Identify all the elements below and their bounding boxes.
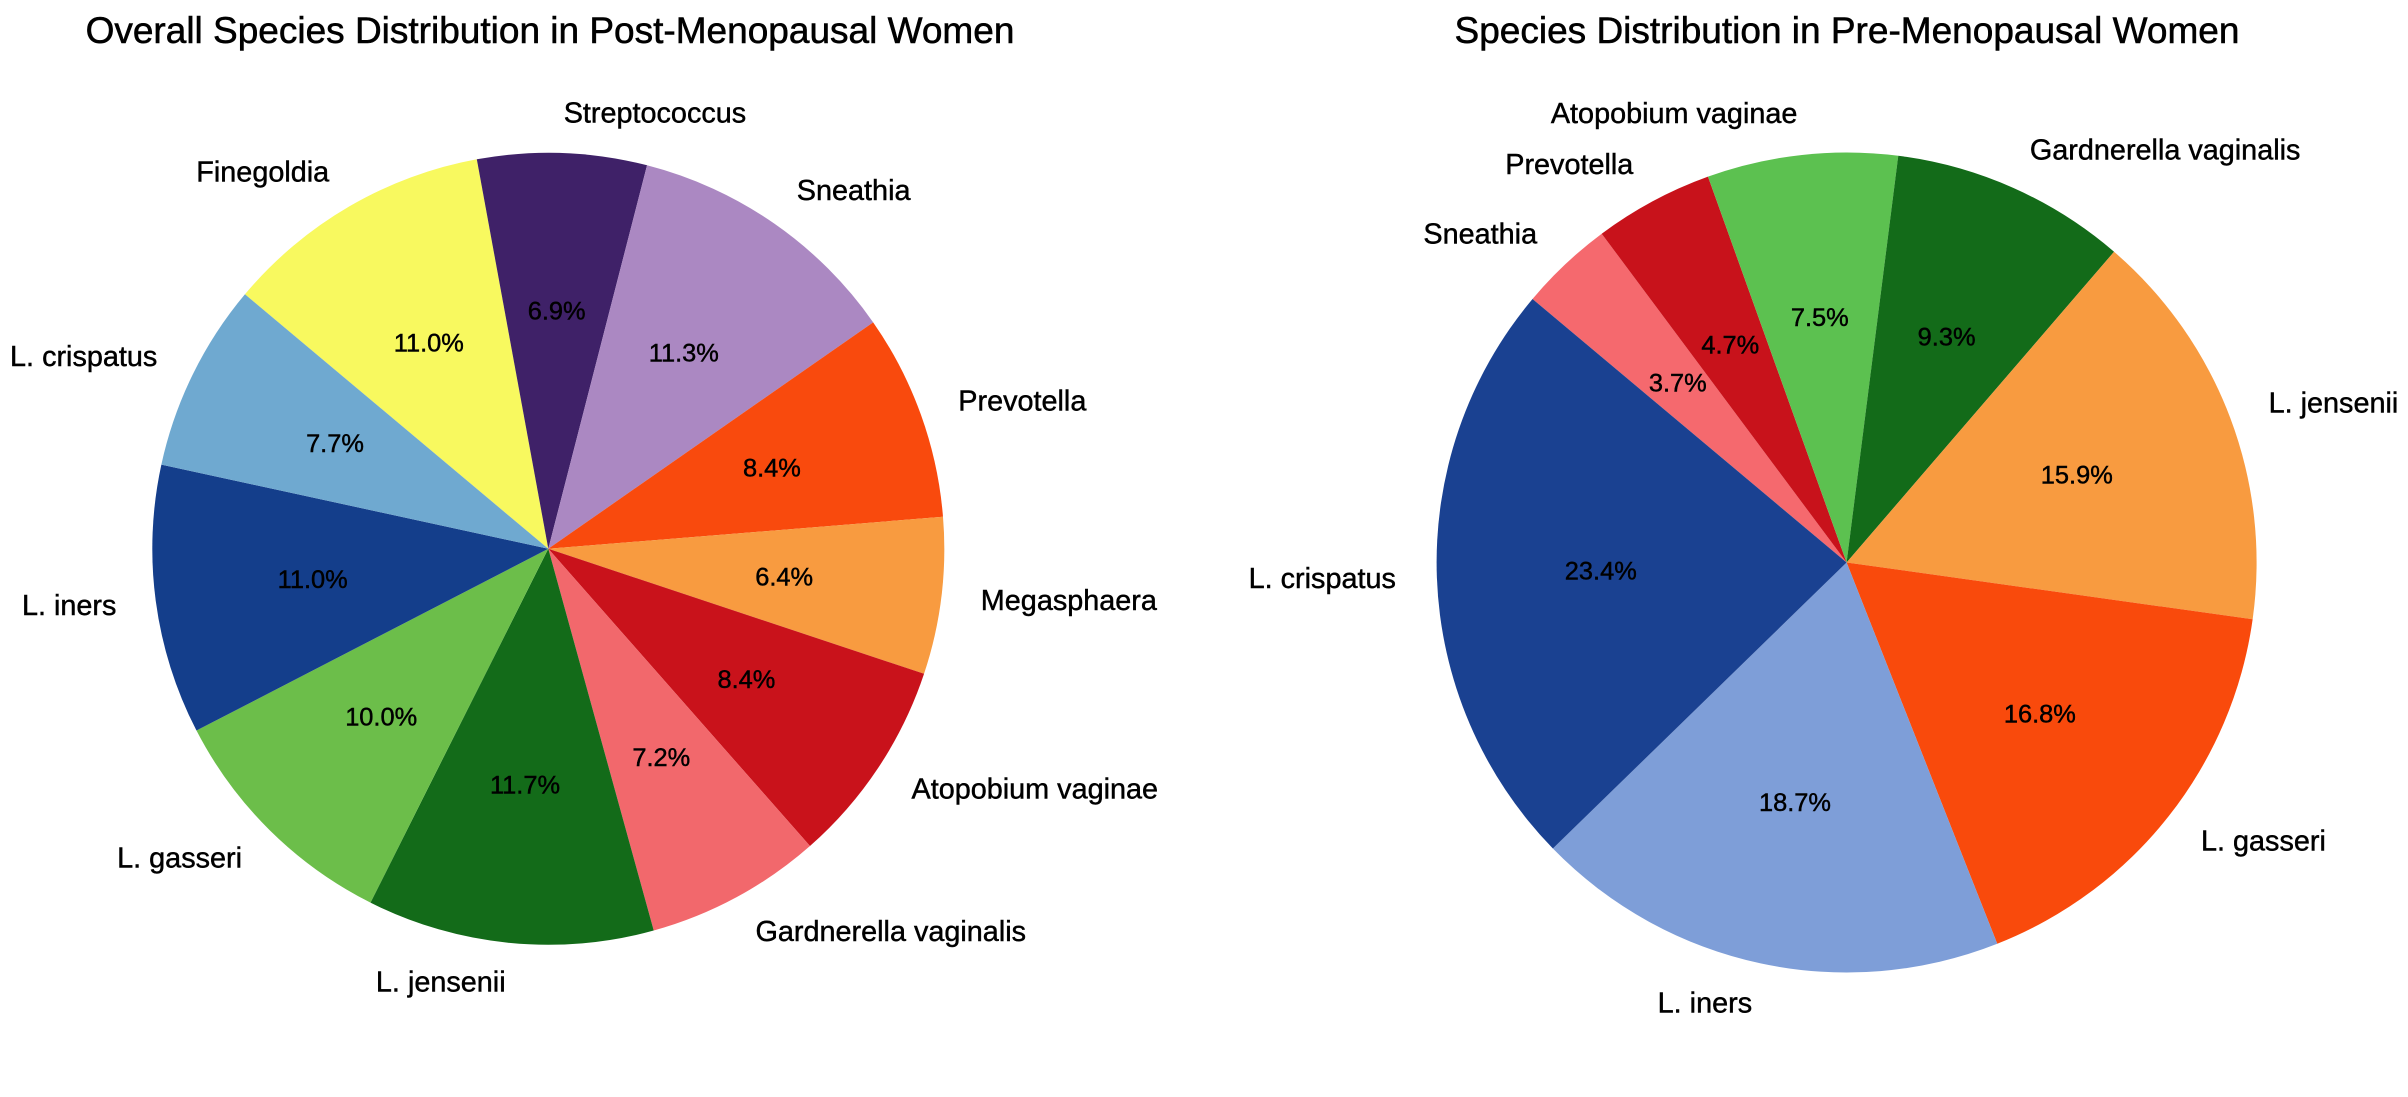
svg-text:Prevotella: Prevotella: [1505, 149, 1634, 181]
svg-text:11.0%: 11.0%: [278, 566, 348, 594]
svg-text:8.4%: 8.4%: [717, 666, 775, 694]
svg-text:4.7%: 4.7%: [1701, 332, 1759, 360]
svg-text:Atopobium vaginae: Atopobium vaginae: [912, 773, 1159, 805]
svg-text:Prevotella: Prevotella: [958, 386, 1087, 418]
svg-text:Finegoldia: Finegoldia: [196, 156, 330, 188]
svg-text:10.0%: 10.0%: [345, 704, 417, 732]
svg-text:Overall Species Distribution i: Overall Species Distribution in Post-Men…: [86, 10, 1015, 51]
svg-text:6.4%: 6.4%: [755, 563, 813, 591]
svg-text:Streptococcus: Streptococcus: [564, 98, 746, 130]
svg-text:11.0%: 11.0%: [394, 329, 464, 357]
svg-text:L. jensenii: L. jensenii: [2269, 387, 2399, 419]
svg-text:8.4%: 8.4%: [743, 455, 801, 483]
svg-text:6.9%: 6.9%: [528, 297, 586, 325]
svg-text:Sneathia: Sneathia: [797, 175, 912, 207]
svg-text:9.3%: 9.3%: [1918, 324, 1976, 352]
svg-text:L. gasseri: L. gasseri: [117, 843, 242, 875]
svg-text:Gardnerella vaginalis: Gardnerella vaginalis: [2030, 134, 2301, 166]
svg-text:16.8%: 16.8%: [2004, 701, 2076, 729]
svg-text:3.7%: 3.7%: [1649, 370, 1707, 398]
svg-text:Atopobium vaginae: Atopobium vaginae: [1551, 98, 1798, 130]
svg-text:L. crispatus: L. crispatus: [1249, 563, 1396, 595]
svg-text:Species Distribution in Pre-Me: Species Distribution in Pre-Menopausal W…: [1455, 10, 2240, 51]
svg-text:18.7%: 18.7%: [1759, 789, 1831, 817]
svg-text:Gardnerella vaginalis: Gardnerella vaginalis: [756, 916, 1027, 948]
svg-text:L. crispatus: L. crispatus: [10, 341, 157, 373]
svg-text:L. iners: L. iners: [1658, 988, 1752, 1020]
svg-text:11.7%: 11.7%: [490, 771, 560, 799]
svg-text:L. iners: L. iners: [22, 590, 116, 622]
svg-text:Sneathia: Sneathia: [1423, 219, 1538, 251]
svg-text:23.4%: 23.4%: [1565, 558, 1637, 586]
svg-text:7.2%: 7.2%: [632, 744, 690, 772]
svg-text:11.3%: 11.3%: [649, 340, 719, 368]
svg-text:15.9%: 15.9%: [2041, 462, 2113, 490]
svg-text:7.5%: 7.5%: [1791, 304, 1849, 332]
svg-text:L. gasseri: L. gasseri: [2201, 825, 2326, 857]
svg-text:Megasphaera: Megasphaera: [981, 585, 1158, 617]
svg-text:7.7%: 7.7%: [306, 430, 364, 458]
svg-text:L. jensenii: L. jensenii: [376, 966, 506, 998]
